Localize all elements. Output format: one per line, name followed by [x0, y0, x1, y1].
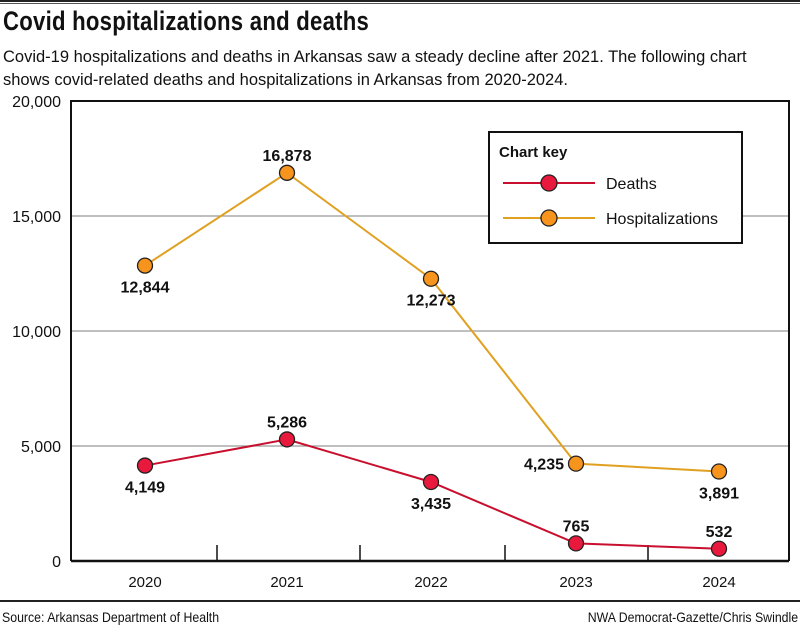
data-label-deaths: 532: [706, 524, 733, 541]
legend-box: [488, 131, 743, 244]
chart-subtitle: Covid-19 hospitalizations and deaths in …: [3, 48, 747, 89]
series-line-deaths: [144, 438, 720, 550]
data-label-hospitalizations: 16,878: [263, 148, 312, 165]
x-tick-label: 2023: [559, 574, 592, 591]
data-label-hospitalizations: 12,273: [407, 293, 456, 310]
legend-title: Chart key: [499, 144, 568, 161]
legend-marker-hospitalizations: [540, 209, 558, 227]
data-label-hospitalizations: 4,235: [524, 457, 564, 474]
legend-marker-deaths: [540, 174, 558, 192]
data-label-hospitalizations: 12,844: [121, 280, 170, 297]
data-label-deaths: 4,149: [125, 480, 165, 497]
data-point-deaths: [422, 473, 440, 491]
y-tick-label: 10,000: [12, 324, 61, 341]
chart-title: Covid hospitalizations and deaths: [3, 6, 370, 36]
x-tick-label: 2024: [702, 574, 735, 591]
top-rule: [0, 0, 800, 4]
data-label-deaths: 765: [563, 518, 590, 535]
data-point-deaths: [136, 457, 154, 474]
x-tick-label: 2020: [128, 574, 161, 591]
data-point-hospitalizations: [422, 270, 440, 287]
legend-label-hospitalizations: Hospitalizations: [606, 211, 718, 228]
data-point-hospitalizations: [567, 455, 585, 472]
data-point-deaths: [278, 431, 296, 448]
plot-frame: [70, 100, 790, 561]
legend-label-deaths: Deaths: [606, 176, 657, 193]
y-tick-label: 20,000: [12, 94, 61, 111]
data-point-deaths: [710, 540, 728, 557]
data-point-hospitalizations: [278, 164, 296, 181]
source-note: Source: Arkansas Department of Health: [2, 609, 220, 625]
data-point-hospitalizations: [136, 257, 154, 274]
y-tick-label: 5,000: [21, 439, 61, 456]
data-label-deaths: 5,286: [267, 414, 307, 431]
data-label-deaths: 3,435: [411, 496, 451, 513]
y-tick-label: 0: [52, 554, 61, 571]
data-label-hospitalizations: 3,891: [699, 486, 739, 503]
data-point-hospitalizations: [710, 463, 728, 480]
credit-note: NWA Democrat-Gazette/Chris Swindle: [587, 609, 798, 625]
y-tick-label: 15,000: [12, 209, 61, 226]
x-tick-label: 2021: [270, 574, 303, 591]
data-point-deaths: [567, 535, 585, 552]
bottom-rule: [0, 600, 800, 602]
x-tick-label: 2022: [414, 574, 447, 591]
